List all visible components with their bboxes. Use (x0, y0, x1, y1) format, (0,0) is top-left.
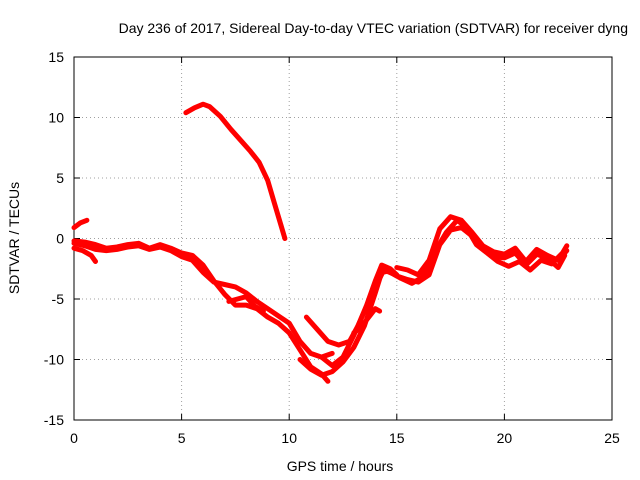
x-tick-label: 5 (178, 430, 186, 446)
x-axis-label: GPS time / hours (287, 458, 394, 474)
series-arc-i (351, 306, 383, 336)
series-arc-b (183, 101, 288, 241)
series-arc-k (394, 214, 570, 278)
series-arc-h (319, 217, 570, 369)
y-axis-label: SDTVAR / TECUs (6, 182, 22, 294)
axis-ticks: 0 5 10 15 20 25 -15 -10 -5 0 5 10 15 (44, 49, 620, 446)
y-tick-label: -5 (52, 291, 65, 307)
series-arc-d (71, 245, 98, 264)
series-arc-e (71, 240, 335, 360)
data-series (71, 101, 570, 384)
chart-title: Day 236 of 2017, Sidereal Day-to-day VTE… (119, 20, 628, 36)
series-arc-j (226, 294, 266, 314)
x-tick-label: 10 (281, 430, 297, 446)
y-tick-label: 5 (56, 170, 64, 186)
grid-lines (74, 57, 612, 420)
x-tick-label: 20 (497, 430, 513, 446)
y-tick-label: -10 (44, 352, 64, 368)
series-arc-c (71, 238, 331, 384)
x-tick-label: 25 (604, 430, 620, 446)
x-tick-label: 15 (389, 430, 405, 446)
y-tick-label: 0 (56, 231, 64, 247)
series-arc-a (71, 217, 90, 231)
y-tick-label: 15 (48, 49, 64, 65)
y-tick-label: -15 (44, 412, 64, 428)
x-tick-label: 0 (70, 430, 78, 446)
y-tick-label: 10 (48, 110, 64, 126)
